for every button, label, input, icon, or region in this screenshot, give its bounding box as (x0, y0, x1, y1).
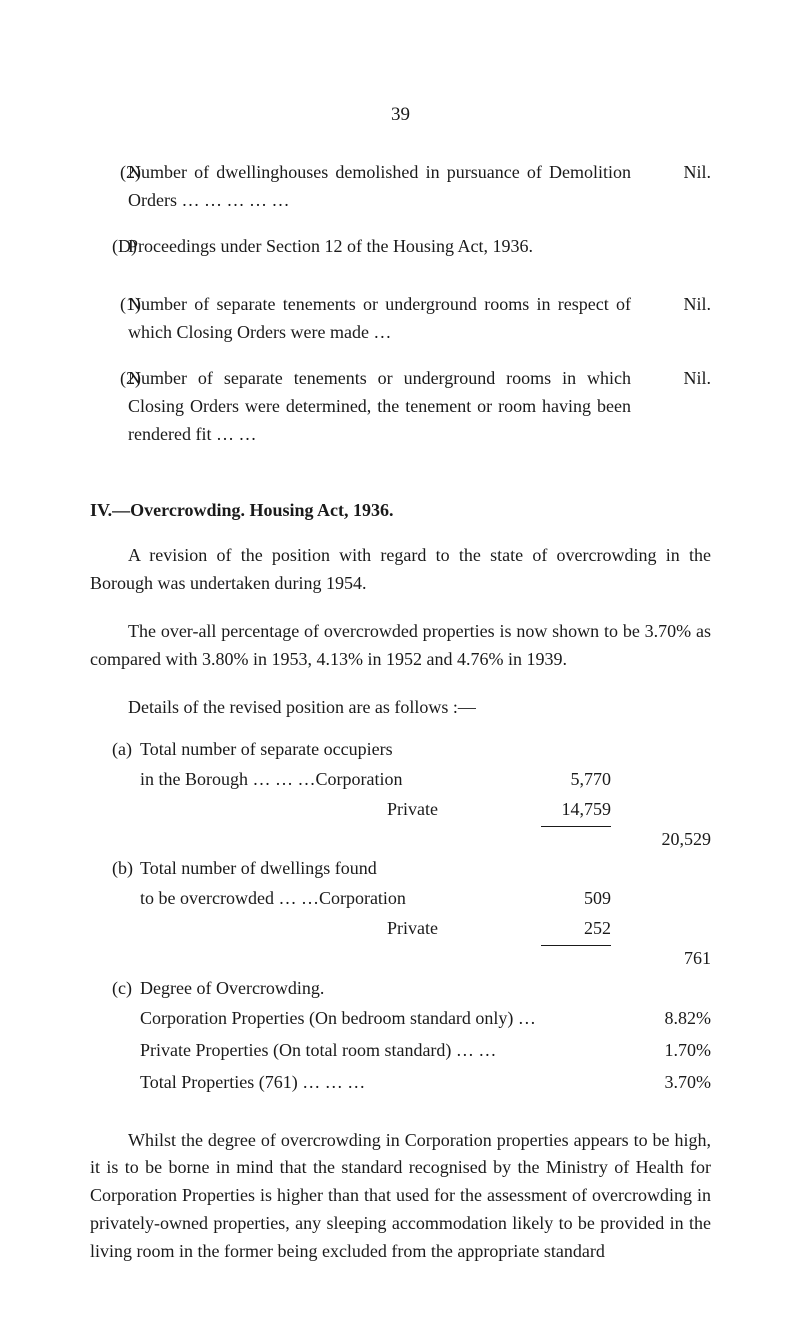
item-d-text: Proceedings under Section 12 of the Hous… (128, 233, 711, 261)
det-b-label: (b) (90, 855, 140, 883)
det-c-text2: Private Properties (On total room standa… (140, 1037, 621, 1065)
det-c-heading-row: (c) Degree of Overcrowding. (90, 975, 711, 1003)
rule-a (541, 826, 611, 827)
det-c-row3: Total Properties (761) … … … 3.70% (90, 1069, 711, 1097)
det-a-row3: Private 14,759 (90, 796, 711, 824)
det-b-num3: 252 (531, 915, 611, 943)
section-iv-heading: IV.—Overcrowding. Housing Act, 1936. (90, 497, 711, 525)
det-b-line3: Private (140, 915, 531, 943)
det-c-label: (c) (90, 975, 140, 1003)
rule-b (541, 945, 611, 946)
det-b-line2: to be overcrowded … …Corporation (140, 885, 531, 913)
det-a-row2: in the Borough … … …Corporation 5,770 (90, 766, 711, 794)
det-a-num2: 5,770 (531, 766, 611, 794)
det-a-line3: Private (140, 796, 531, 824)
det-c-heading: Degree of Overcrowding. (140, 975, 711, 1003)
det-c-text3: Total Properties (761) … … … (140, 1069, 621, 1097)
det-c-row2: Private Properties (On total room standa… (90, 1037, 711, 1065)
final-paragraph: Whilst the degree of overcrowding in Cor… (90, 1127, 711, 1266)
det-b-line1: Total number of dwellings found (140, 855, 531, 883)
det-c-val2: 1.70% (621, 1037, 711, 1065)
det-c-val1: 8.82% (621, 1005, 711, 1033)
item-2-text: Number of dwellinghouses demolished in p… (128, 159, 631, 215)
det-a-num3: 14,759 (531, 796, 611, 824)
item-d2-row: (2) Number of separate tenements or unde… (90, 365, 711, 449)
det-c-row1: Corporation Properties (On bedroom stand… (90, 1005, 711, 1033)
item-2-label: (2) (90, 159, 128, 215)
item-d2-label: (2) (90, 365, 128, 449)
details-heading: Details of the revised position are as f… (90, 694, 711, 722)
det-b-totalrow: 761 (90, 945, 711, 973)
det-c-val3: 3.70% (621, 1069, 711, 1097)
det-b-total: 761 (611, 945, 711, 973)
det-b-num2: 509 (531, 885, 611, 913)
det-b-row1: (b) Total number of dwellings found (90, 855, 711, 883)
item-d1-value: Nil. (631, 291, 711, 347)
det-b-row2: to be overcrowded … …Corporation 509 (90, 885, 711, 913)
det-a-label: (a) (90, 736, 140, 764)
item-2-row: (2) Number of dwellinghouses demolished … (90, 159, 711, 215)
page-number: 39 (90, 100, 711, 129)
item-d-label: (D) (90, 233, 128, 261)
item-d1-label: (1) (90, 291, 128, 347)
para-2: The over-all percentage of overcrowded p… (90, 618, 711, 674)
det-a-totalrow: 20,529 (90, 826, 711, 854)
det-a-row1: (a) Total number of separate occupiers (90, 736, 711, 764)
item-d2-value: Nil. (631, 365, 711, 449)
para-1: A revision of the position with regard t… (90, 542, 711, 598)
item-2-value: Nil. (631, 159, 711, 215)
det-a-total: 20,529 (611, 826, 711, 854)
det-b-row3: Private 252 (90, 915, 711, 943)
item-d1-text: Number of separate tenements or undergro… (128, 291, 631, 347)
item-d2-text: Number of separate tenements or undergro… (128, 365, 631, 449)
item-d1-row: (1) Number of separate tenements or unde… (90, 291, 711, 347)
det-a-line2: in the Borough … … …Corporation (140, 766, 531, 794)
det-c-text1: Corporation Properties (On bedroom stand… (140, 1005, 621, 1033)
item-d-row: (D) Proceedings under Section 12 of the … (90, 233, 711, 261)
det-a-line1: Total number of separate occupiers (140, 736, 531, 764)
